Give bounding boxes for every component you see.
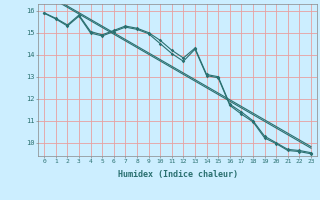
X-axis label: Humidex (Indice chaleur): Humidex (Indice chaleur) (118, 170, 238, 179)
